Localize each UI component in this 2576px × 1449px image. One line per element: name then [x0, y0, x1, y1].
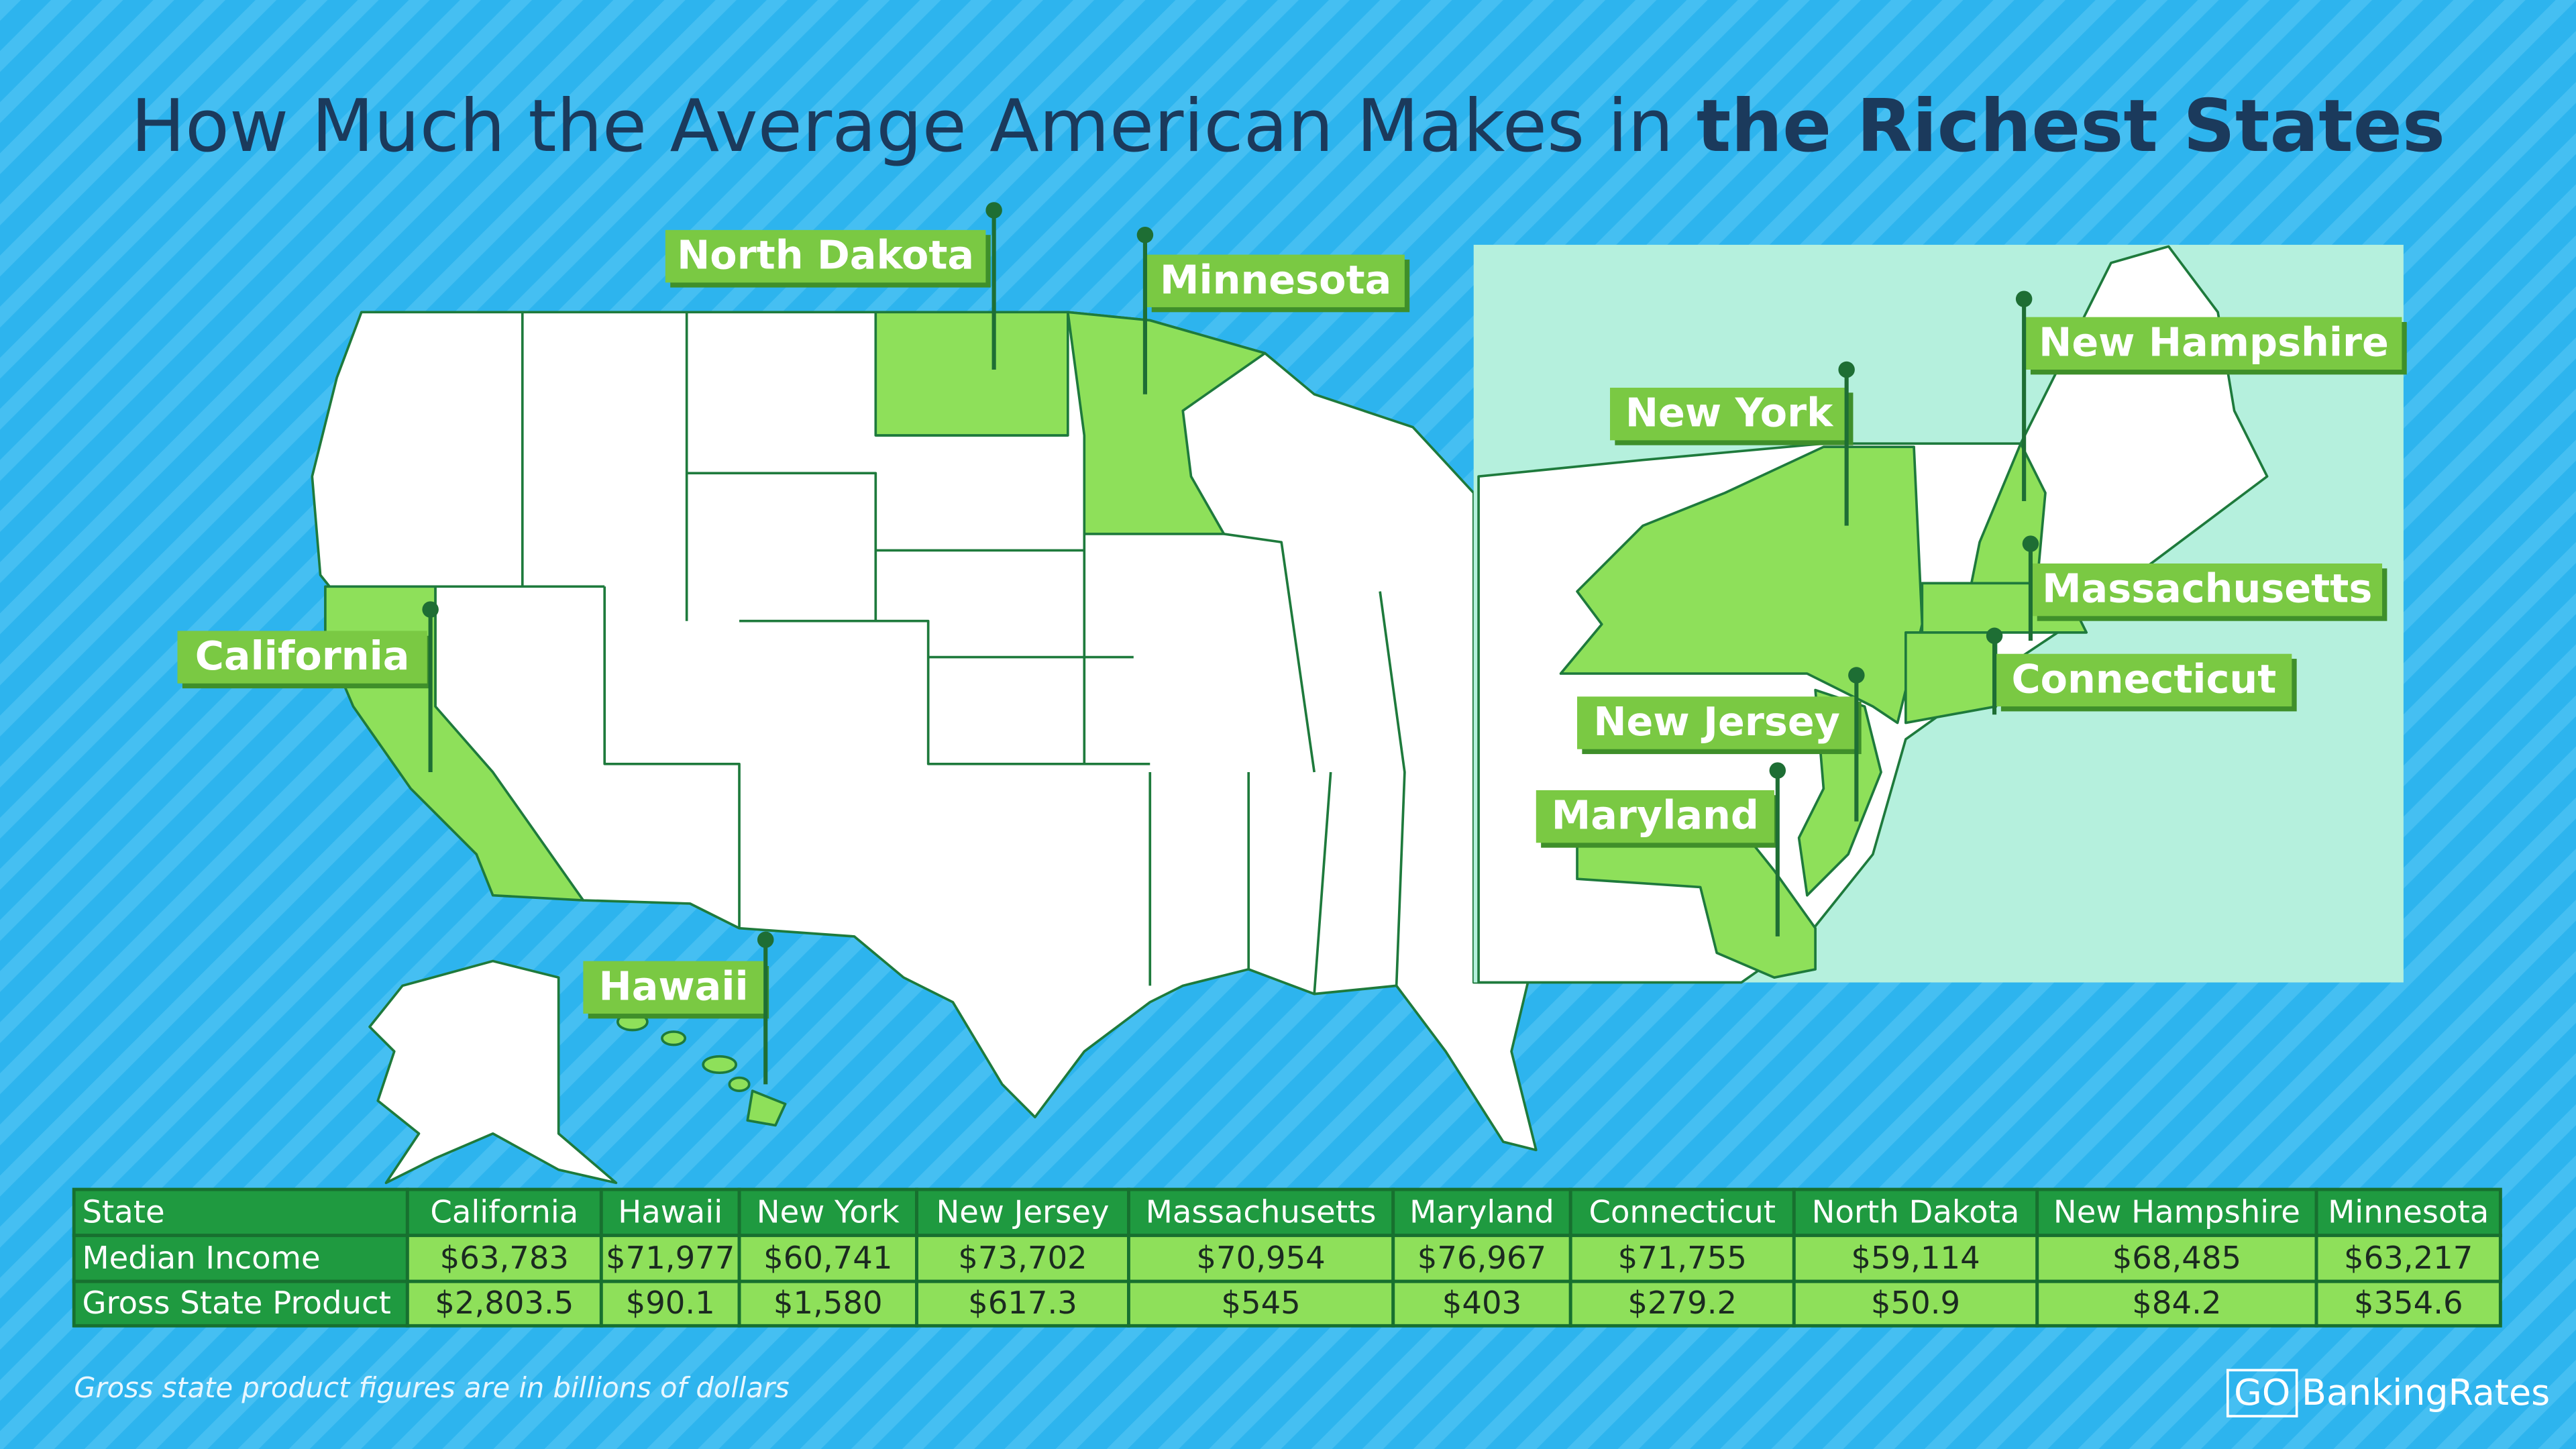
pin-head — [1848, 667, 1865, 684]
column-header: Minnesota — [2328, 1193, 2489, 1230]
table-cell — [1127, 1279, 1395, 1328]
row-header: Gross State Product — [82, 1285, 390, 1321]
table-value: $90.1 — [626, 1285, 715, 1321]
pin-head — [422, 601, 439, 618]
map-label: North Dakota — [677, 232, 974, 278]
title: How Much the Average American Makes in t… — [131, 85, 2445, 168]
alaska — [368, 959, 618, 1185]
label-box — [177, 631, 427, 684]
column-header: New Jersey — [936, 1193, 1109, 1230]
minnesota — [1067, 311, 1267, 535]
row-header: Median Income — [82, 1240, 320, 1276]
table-cell — [2314, 1279, 2502, 1328]
map-labels: North Dakota Minnesota California Hawaii New… — [177, 202, 2407, 1085]
label-box — [1996, 653, 2292, 707]
table-value: $279.2 — [1627, 1285, 1737, 1321]
map-label: New Jersey — [1593, 698, 1840, 745]
pin-head — [2015, 290, 2033, 307]
logo-name: BankingRates — [2302, 1371, 2550, 1413]
table-cell — [1391, 1187, 1572, 1238]
pin-head — [985, 202, 1002, 219]
logo-box — [2226, 1368, 2298, 1417]
north-dakota — [874, 311, 1069, 437]
table: State California Hawaii New York New Jersey M… — [72, 1187, 2502, 1328]
map-label: Maryland — [1552, 792, 1759, 839]
table-value: $73,702 — [958, 1240, 1087, 1276]
map-label: California — [195, 633, 410, 679]
column-header: New York — [757, 1193, 900, 1230]
column-header: North Dakota — [1812, 1193, 2020, 1230]
table-value: $50.9 — [1871, 1285, 1960, 1321]
table-cell — [405, 1234, 603, 1283]
hawaii — [616, 1012, 787, 1127]
footnote: Gross state product figures are in billi… — [74, 1371, 789, 1404]
pin-head — [1136, 226, 1154, 244]
column-header: Connecticut — [1589, 1193, 1776, 1230]
table-value: $1,580 — [773, 1285, 883, 1321]
table-value: $71,755 — [1618, 1240, 1747, 1276]
label-box — [1146, 254, 1405, 307]
map-label: New Hampshire — [2039, 319, 2389, 365]
column-header: Maryland — [1409, 1193, 1554, 1230]
pin-head — [1986, 627, 2003, 644]
table-cell — [2035, 1234, 2318, 1283]
label-box — [2025, 317, 2402, 370]
column-header: California — [430, 1193, 578, 1230]
table-value: $2,803.5 — [435, 1285, 574, 1321]
table-cell — [2314, 1234, 2502, 1283]
table-cell — [1391, 1279, 1572, 1328]
table-cell — [1792, 1234, 2039, 1283]
table-value: $84.2 — [2132, 1285, 2221, 1321]
connecticut — [1904, 631, 1998, 724]
column-header: Hawaii — [618, 1193, 722, 1230]
table-cell — [1792, 1279, 2039, 1328]
table-value: $403 — [1442, 1285, 1521, 1321]
table-cell — [1568, 1279, 1796, 1328]
column-header: New Hampshire — [2053, 1193, 2300, 1230]
pin-head — [1838, 361, 1855, 378]
state-borders — [325, 312, 1406, 994]
table-value: $59,114 — [1851, 1240, 1980, 1276]
table-value: $63,783 — [440, 1240, 569, 1276]
label-box — [2032, 564, 2383, 616]
title-regular: How Much the Average American Makes in — [131, 85, 1674, 168]
table-cell — [1391, 1234, 1572, 1283]
map-label: Massachusetts — [2042, 566, 2372, 612]
table-cell — [1568, 1234, 1796, 1283]
table-value: $76,967 — [1417, 1240, 1546, 1276]
map-label: Minnesota — [1160, 256, 1391, 303]
map-label: Hawaii — [599, 963, 749, 1009]
label-box — [1536, 790, 1774, 843]
pin-head — [757, 931, 774, 949]
label-box — [583, 961, 764, 1014]
label-box — [1577, 696, 1857, 749]
table-value: $63,217 — [2344, 1240, 2473, 1276]
label-box — [1610, 387, 1849, 441]
pin-head — [1769, 762, 1786, 779]
table-value: $354.6 — [2354, 1285, 2463, 1321]
table-cell — [915, 1234, 1130, 1283]
map-label: New York — [1625, 390, 1834, 436]
label-box — [665, 229, 986, 283]
title-bold: the Richest States — [1697, 85, 2445, 168]
pin-head — [2022, 535, 2039, 552]
table-cell — [737, 1279, 918, 1328]
table-value: $68,485 — [2112, 1240, 2241, 1276]
column-header: Massachusetts — [1146, 1193, 1377, 1230]
logo-mark: GO — [2234, 1371, 2290, 1413]
map-label: Connecticut — [2011, 655, 2276, 702]
logo: GO BankingRates — [2226, 1368, 2550, 1417]
table-value: $70,954 — [1196, 1240, 1325, 1276]
table-value: $60,741 — [763, 1240, 892, 1276]
table-cell — [599, 1187, 741, 1238]
row-header: State — [82, 1193, 164, 1230]
table-value: $71,977 — [606, 1240, 735, 1276]
table-value: $545 — [1221, 1285, 1300, 1321]
table-cell — [915, 1279, 1130, 1328]
table-cell — [72, 1234, 409, 1283]
maryland — [1576, 828, 1817, 979]
table-value: $617.3 — [968, 1285, 1077, 1321]
